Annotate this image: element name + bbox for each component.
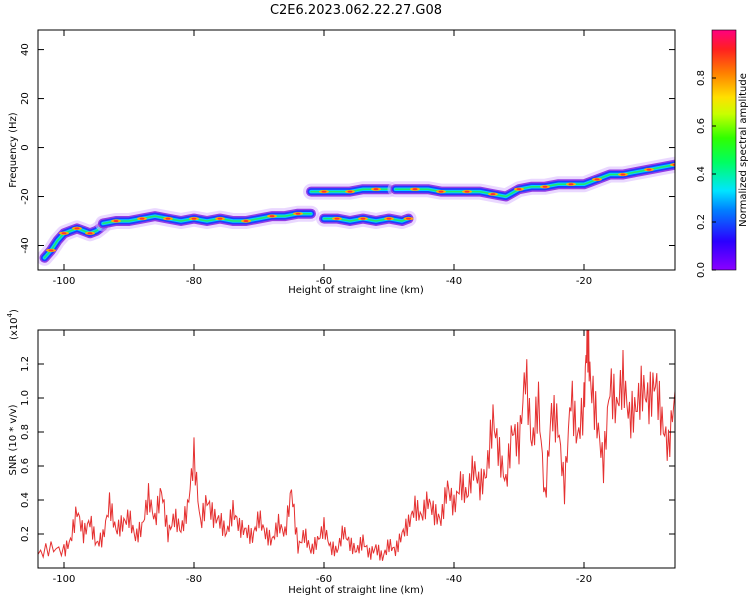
spectrogram-y-tick-label: 40 bbox=[20, 43, 31, 56]
spectrogram-peak-core bbox=[464, 190, 470, 193]
spectrogram-peak-core bbox=[386, 217, 392, 220]
spectrogram-peak-core bbox=[406, 217, 411, 220]
spectrogram-peak-core bbox=[672, 163, 675, 166]
svg-text:(x104): (x104) bbox=[6, 309, 20, 340]
snr-x-axis: -100 -80 -60 -40 -20 bbox=[53, 330, 592, 585]
spectrogram-peak-core bbox=[412, 188, 418, 191]
spectrogram-peak-core bbox=[334, 217, 340, 220]
snr-y-tick-label: 1.0 bbox=[20, 390, 31, 406]
spectrogram-frame bbox=[37, 29, 676, 271]
colorbar-label: Normalized spectral amplitude bbox=[738, 73, 749, 227]
snr-y-tick-label: 0.4 bbox=[20, 492, 31, 508]
spectrogram-peak-core bbox=[438, 190, 444, 193]
snr-frame bbox=[37, 329, 676, 569]
spectrogram-peak-core bbox=[516, 188, 522, 191]
spectrogram-panel: -100 -80 -60 -40 -20 40 20 0 -20 -40 Height of s… bbox=[8, 29, 676, 296]
spectrogram-y-axis: 40 20 0 -20 -40 bbox=[20, 43, 675, 254]
spectrogram-peak-core bbox=[48, 249, 54, 252]
spectrogram-track-4-layer-4 bbox=[394, 163, 675, 198]
spectrogram-y-tick-label: 20 bbox=[20, 92, 31, 105]
chart-title: C2E6.2023.062.22.27.G08 bbox=[270, 3, 442, 18]
spectrogram-peak-core bbox=[139, 217, 145, 220]
spectrogram-peak-core bbox=[373, 188, 379, 191]
snr-y-label: SNR (10 * v/v) bbox=[8, 404, 19, 475]
snr-multiplier-close: ) bbox=[9, 309, 20, 313]
spectrogram-peak-core bbox=[61, 232, 67, 235]
spectrogram-peak-core bbox=[347, 190, 353, 193]
spectrogram-peak-core bbox=[594, 178, 600, 181]
spectrogram-peak-core bbox=[113, 220, 119, 223]
snr-x-tick-label: -80 bbox=[186, 574, 202, 585]
snr-x-tick-label: -60 bbox=[316, 574, 332, 585]
spectrogram-y-tick-label: -20 bbox=[20, 188, 31, 204]
snr-y-tick-label: 0.6 bbox=[20, 458, 31, 474]
spectrogram-x-axis: -100 -80 -60 -40 -20 bbox=[53, 30, 592, 287]
spectrogram-peak-core bbox=[165, 217, 171, 220]
spectrogram-peak-core bbox=[295, 212, 301, 215]
spectrogram-peak-core bbox=[646, 168, 652, 171]
spectrogram-peak-core bbox=[74, 227, 80, 230]
snr-y-axis: 0.2 0.4 0.6 0.8 1.0 1.2 bbox=[20, 356, 675, 542]
spectrogram-x-tick-label: -100 bbox=[53, 276, 76, 287]
spectrogram-x-tick-label: -20 bbox=[576, 276, 592, 287]
spectrogram-peak-core bbox=[217, 217, 223, 220]
snr-y-tick-label: 1.2 bbox=[20, 356, 31, 372]
spectrogram-peak-core bbox=[360, 217, 366, 220]
snr-y-tick-label: 0.2 bbox=[20, 526, 31, 542]
spectrogram-peak-core bbox=[542, 185, 548, 188]
spectrogram-peak-core bbox=[620, 173, 626, 176]
snr-x-tick-label: -20 bbox=[576, 574, 592, 585]
snr-panel: -100 -80 -60 -40 -20 0.2 0.4 0.6 0.8 1.0 1.2 Heig… bbox=[6, 309, 676, 596]
spectrogram-peak-core bbox=[87, 232, 93, 235]
spectrogram-peak-core bbox=[490, 193, 496, 196]
spectrogram-tracks bbox=[38, 156, 675, 266]
colorbar-tick-label: 0.2 bbox=[696, 214, 707, 230]
colorbar: 0.0 0.2 0.4 0.6 0.8 Normalized spectral ampl… bbox=[696, 29, 749, 278]
snr-x-tick-label: -40 bbox=[446, 574, 462, 585]
colorbar-tick-label: 0.4 bbox=[696, 166, 707, 182]
colorbar-tick-label: 0.6 bbox=[696, 118, 707, 134]
colorbar-gradient bbox=[711, 29, 737, 271]
snr-series bbox=[38, 330, 675, 561]
snr-multiplier: (x104) bbox=[6, 309, 20, 340]
spectrogram-x-tick-label: -40 bbox=[446, 276, 462, 287]
colorbar-tick-label: 0.0 bbox=[696, 262, 707, 278]
spectrogram-peak-core bbox=[243, 220, 249, 223]
snr-x-label: Height of straight line (km) bbox=[288, 585, 424, 596]
snr-y-tick-label: 0.8 bbox=[20, 424, 31, 440]
spectrogram-peak-core bbox=[269, 215, 275, 218]
spectrogram-x-tick-label: -80 bbox=[186, 276, 202, 287]
colorbar-ticks: 0.0 0.2 0.4 0.6 0.8 bbox=[696, 70, 716, 278]
colorbar-tick-label: 0.8 bbox=[696, 70, 707, 86]
snr-multiplier-base: (x10 bbox=[9, 317, 20, 340]
snr-series-line bbox=[38, 330, 675, 561]
spectrogram-y-label: Frequency (Hz) bbox=[8, 112, 19, 188]
spectrogram-x-label: Height of straight line (km) bbox=[288, 285, 424, 296]
spectrogram-peak-core bbox=[191, 217, 197, 220]
snr-multiplier-exp: 4 bbox=[6, 312, 14, 317]
spectrogram-y-tick-label: 0 bbox=[20, 144, 31, 150]
snr-x-tick-label: -100 bbox=[53, 574, 76, 585]
spectrogram-peak-core bbox=[568, 183, 574, 186]
spectrogram-x-tick-label: -60 bbox=[316, 276, 332, 287]
spectrogram-peak-core bbox=[321, 190, 327, 193]
spectrogram-y-tick-label: -40 bbox=[20, 237, 31, 253]
